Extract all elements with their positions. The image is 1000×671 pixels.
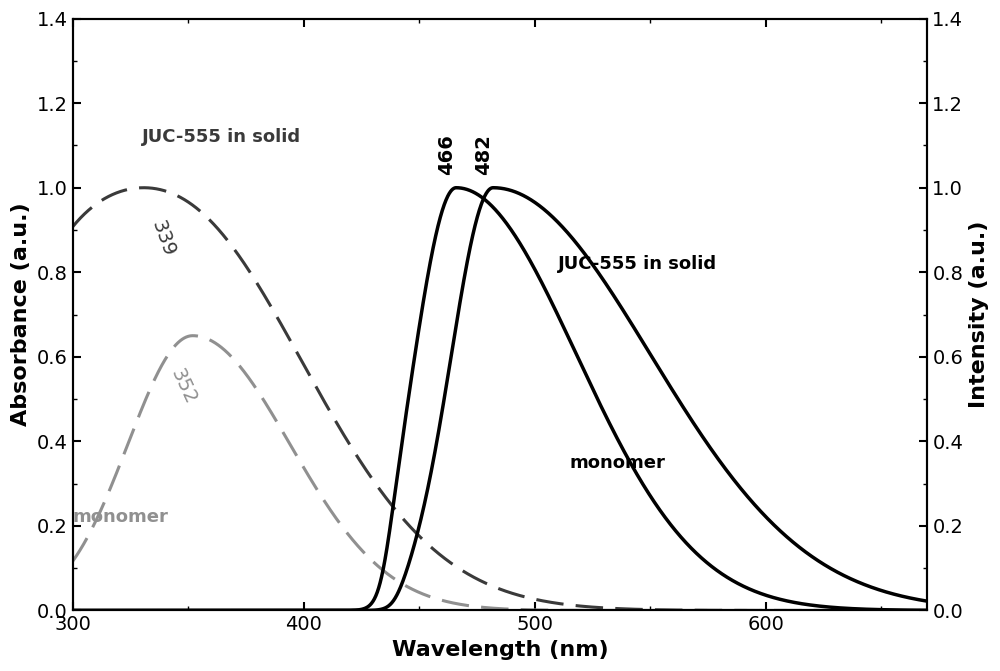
Text: 339: 339: [147, 218, 178, 259]
Text: monomer: monomer: [569, 454, 665, 472]
Text: 352: 352: [167, 366, 200, 407]
Text: 482: 482: [474, 134, 493, 175]
Y-axis label: Intensity (a.u.): Intensity (a.u.): [969, 221, 989, 408]
Text: 466: 466: [437, 134, 456, 175]
Text: JUC-555 in solid: JUC-555 in solid: [558, 255, 717, 273]
Text: JUC-555 in solid: JUC-555 in solid: [142, 128, 301, 146]
Y-axis label: Absorbance (a.u.): Absorbance (a.u.): [11, 203, 31, 426]
Text: monomer: monomer: [73, 509, 168, 527]
X-axis label: Wavelength (nm): Wavelength (nm): [392, 640, 608, 660]
